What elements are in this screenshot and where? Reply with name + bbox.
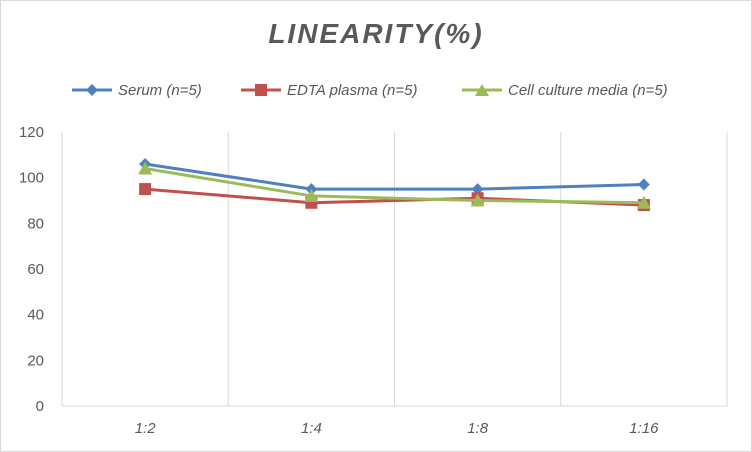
x-tick-label: 1:4	[301, 420, 322, 437]
y-tick-label: 60	[27, 261, 44, 278]
series-line-2	[144, 167, 644, 205]
legend: Serum (n=5) EDTA plasma (n=5) Cell cultu…	[0, 78, 752, 102]
legend-label-cell-culture: Cell culture media (n=5)	[508, 81, 668, 99]
y-tick-label: 80	[27, 215, 44, 232]
legend-cell-marker-icon	[462, 84, 502, 96]
legend-item-edta: EDTA plasma (n=5)	[241, 78, 417, 102]
y-tick-label: 100	[19, 170, 44, 187]
x-tick-label: 1:2	[135, 420, 157, 437]
data-point-marker	[139, 183, 152, 196]
series-line-0	[144, 162, 644, 191]
legend-label-serum: Serum (n=5)	[118, 81, 202, 99]
legend-edta-marker-icon	[241, 84, 281, 96]
x-tick-label: 1:16	[629, 420, 659, 437]
legend-item-cell-culture: Cell culture media (n=5)	[462, 78, 668, 102]
data-point-marker	[138, 161, 153, 175]
data-point-marker	[636, 195, 651, 209]
legend-serum-marker-icon	[72, 84, 112, 96]
legend-item-serum: Serum (n=5)	[72, 78, 202, 102]
chart-title: LINEARITY(%)	[268, 18, 484, 49]
y-tick-label: 120	[19, 124, 44, 141]
x-tick-label: 1:8	[467, 420, 489, 437]
data-point-marker	[637, 178, 650, 191]
data-point-marker	[470, 193, 485, 207]
legend-label-edta: EDTA plasma (n=5)	[287, 81, 418, 99]
y-tick-label: 0	[36, 398, 44, 415]
y-tick-label: 20	[27, 352, 44, 369]
y-tick-label: 40	[27, 307, 44, 324]
data-point-marker	[471, 183, 484, 196]
data-point-marker	[304, 188, 319, 202]
